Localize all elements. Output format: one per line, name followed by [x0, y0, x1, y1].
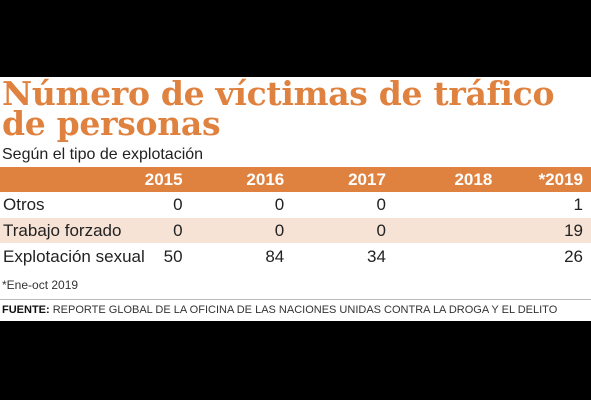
source-line: FUENTE: REPORTE GLOBAL DE LA OFICINA DE … [2, 304, 557, 316]
header-corner [0, 167, 145, 192]
table-cell [393, 217, 501, 244]
row-label: Otros [0, 192, 145, 218]
table-cell: 0 [144, 192, 191, 218]
column-header: 2018 [393, 167, 501, 192]
table-cell: 84 [190, 243, 293, 270]
table-cell: 0 [190, 217, 293, 244]
table-cell [393, 243, 501, 270]
table-cell: 0 [292, 192, 394, 218]
source-label: FUENTE: [2, 304, 50, 316]
table-cell [393, 192, 501, 218]
chart-subtitle: Según el tipo de explotación [2, 146, 204, 163]
table-cell: 0 [190, 192, 293, 218]
table-cell: 26 [500, 243, 591, 270]
header-row: 2015 2016 2017 2018 *2019 [0, 167, 591, 192]
table-row: Otros 0 0 0 1 [0, 192, 591, 218]
table-cell: 19 [500, 217, 591, 244]
table-cell: 0 [144, 217, 191, 244]
infographic-panel: Número de víctimas de tráfico de persona… [0, 77, 591, 321]
row-label: Explotación sexual [0, 243, 145, 270]
column-header: 2017 [292, 167, 394, 192]
table-cell: 1 [500, 192, 591, 218]
chart-title: Número de víctimas de tráfico de persona… [2, 74, 555, 143]
data-table: 2015 2016 2017 2018 *2019 Otros 0 0 0 1 … [0, 167, 591, 270]
table-row: Trabajo forzado 0 0 0 19 [0, 217, 591, 244]
table-cell: 34 [292, 243, 394, 270]
table-row: Explotación sexual 50 84 34 26 [0, 243, 591, 270]
column-header: 2015 [144, 167, 191, 192]
table-cell: 50 [144, 243, 191, 270]
column-header: *2019 [500, 167, 591, 192]
footnote: *Ene-oct 2019 [2, 278, 79, 292]
source-text: REPORTE GLOBAL DE LA OFICINA DE LAS NACI… [52, 304, 558, 316]
row-label: Trabajo forzado [0, 217, 145, 244]
table-cell: 0 [292, 217, 394, 244]
column-header: 2016 [190, 167, 293, 192]
divider [0, 299, 591, 300]
